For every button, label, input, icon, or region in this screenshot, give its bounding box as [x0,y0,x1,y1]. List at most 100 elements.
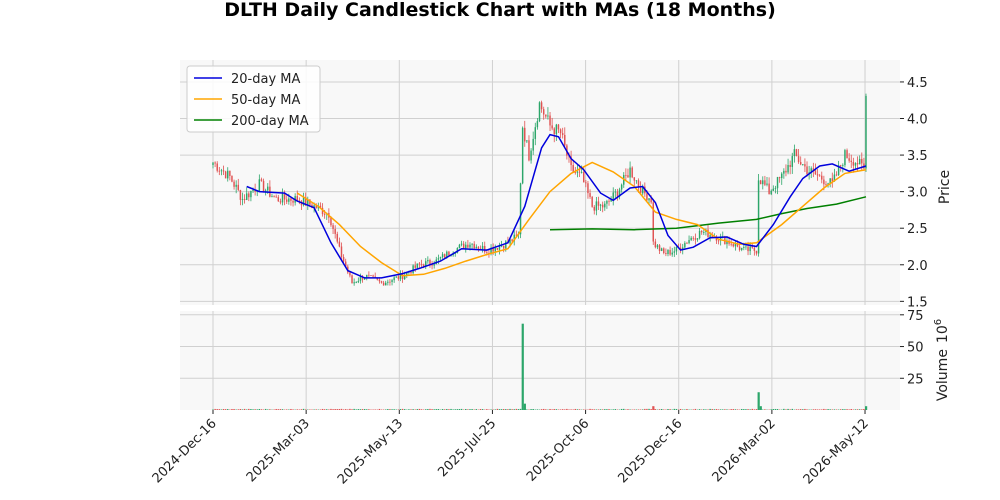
candle-body [759,180,762,185]
volume-bar [267,409,269,410]
candle-body [833,174,836,182]
volume-bar [481,409,484,410]
volume-bar [321,408,324,410]
candle-body [315,205,317,209]
volume-spike-bar [521,323,524,410]
volume-bar [509,408,511,410]
candle-body [738,246,741,250]
volume-bar [795,409,798,410]
candle-body [511,239,513,242]
volume-bar [844,409,846,410]
candle-body [304,197,307,206]
candle-body [785,170,787,173]
candle-body [425,261,427,267]
candle-body [755,250,758,254]
volume-bar [241,409,244,410]
volume-bar [833,409,836,410]
candle-body [366,274,368,278]
candle-body [290,198,292,201]
volume-bar [561,409,564,410]
candle-body [334,229,336,234]
candle-body [564,134,566,146]
candle-body [726,240,728,245]
volume-bar [770,409,772,410]
volume-bar [854,409,857,410]
candle-body [458,244,461,249]
volume-bar [243,408,246,410]
volume-bar [498,409,501,410]
volume-bar [764,409,766,410]
volume-bar [458,409,461,410]
volume-bar [848,409,850,410]
candle-body [275,196,277,198]
candle-body [542,109,545,115]
candle-body [751,246,753,248]
candle-body [764,180,766,185]
volume-bar [740,408,743,410]
candle-body [460,243,463,245]
volume-bar [593,409,596,410]
candle-body [344,261,347,267]
candle-body [439,257,442,259]
date-tick-label: 2025-Jul-25 [435,416,499,480]
volume-bar [555,409,558,410]
price-tick-label: 4.0 [907,113,928,128]
volume-bar [692,409,695,410]
volume-bar [551,409,553,410]
volume-bar [467,409,469,410]
volume-bar [450,408,452,410]
volume-bar [410,409,412,410]
candle-body [580,172,583,173]
candle-body [214,162,216,164]
candle-body [770,190,772,195]
candle-body [281,193,284,203]
volume-bar [387,409,389,410]
date-tick-label: 2025-Mar-03 [244,416,313,485]
volume-bar [650,409,652,410]
volume-bar [623,408,625,410]
volume-bar [292,409,294,410]
volume-bar [660,408,663,410]
candle-body [547,115,549,117]
candle-body [658,245,661,251]
candle-body [576,171,579,173]
candle-body [218,170,221,172]
volume-bar [334,409,336,410]
candle-body [292,200,294,203]
date-tick-label: 2025-Oct-06 [524,416,592,484]
volume-bar [212,409,214,410]
candle-body [745,246,747,248]
candle-body [483,245,486,253]
volume-bar [368,409,370,410]
volume-bar [639,409,642,410]
chart-title: DLTH Daily Candlestick Chart with MAs (1… [224,0,776,21]
volume-bar [336,409,339,410]
candle-body [513,234,515,242]
volume-bar [359,409,362,410]
volume-bar [753,409,756,410]
candle-body [783,170,785,174]
volume-bar [315,409,317,410]
candle-body [250,190,252,198]
price-tick-label: 3.0 [907,186,928,201]
candle-body [635,180,638,182]
candle-body [502,245,505,249]
candle-body [216,163,218,171]
candle-body [340,246,343,257]
volume-bar [357,409,360,410]
volume-axis-label-text: Volume [935,349,951,401]
candle-body [237,184,240,190]
volume-bar [722,409,724,410]
candle-body [719,236,722,241]
candle-body [821,175,823,180]
volume-bar [355,409,357,410]
volume-bar [452,409,454,410]
volume-bar [473,409,475,410]
volume-bar [486,409,488,410]
candle-body [248,193,250,198]
candle-body [267,186,269,191]
candle-body [437,258,440,260]
legend: 20-day MA 50-day MA 200-day MA [186,65,321,133]
volume-bar [743,409,745,410]
volume-bar [654,409,657,410]
